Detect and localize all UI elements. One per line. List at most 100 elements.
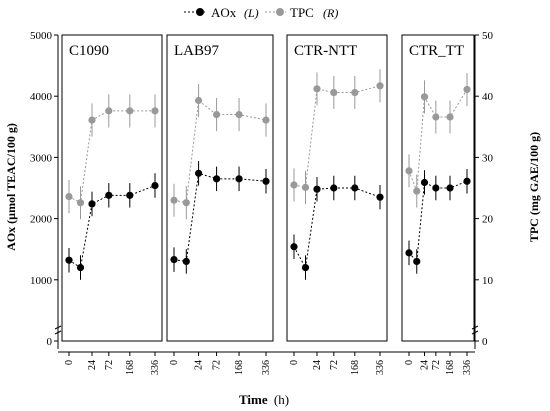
tpc-line <box>293 85 381 188</box>
aox-point <box>376 193 384 201</box>
legend-tpc-marker <box>276 8 284 16</box>
panel: CTR-NTT 0 24 72 168 336 <box>286 34 388 375</box>
x-axis-title-main: Time <box>239 392 268 407</box>
series-aox <box>65 173 159 280</box>
aox-line <box>293 187 381 270</box>
tpc-line <box>68 110 155 204</box>
aox-point <box>235 175 243 183</box>
x-axis-tick-label: 0 <box>64 360 75 365</box>
tpc-point <box>413 187 421 195</box>
aox-point <box>88 200 96 208</box>
tpc-point <box>105 107 113 115</box>
left-axis-break-mark <box>54 325 62 335</box>
x-axis-tick-label: 72 <box>329 360 340 370</box>
aox-point <box>65 256 73 264</box>
aox-point <box>351 184 359 192</box>
x-axis-tick-label: 336 <box>462 360 473 375</box>
left-axis-tick-label: 5000 <box>30 30 53 42</box>
series-tpc <box>290 69 384 204</box>
x-axis-tick-label: 336 <box>150 360 161 375</box>
panel-title: LAB97 <box>174 43 220 59</box>
legend-aox-label: AOx <box>211 5 237 20</box>
aox-line <box>68 185 156 269</box>
left-axis-title: AOx (µmol TEAC/100 g) <box>4 123 18 251</box>
panel-frame <box>401 34 475 342</box>
series-aox <box>405 169 471 274</box>
x-axis-tick-label: 24 <box>312 360 323 370</box>
legend: AOx (L) TPC (R) <box>184 5 338 20</box>
tpc-point <box>290 181 298 189</box>
legend-item-aox: AOx (L) <box>184 5 259 20</box>
series-tpc <box>170 83 270 220</box>
right-axis-tick-label: 30 <box>482 152 494 164</box>
tpc-point <box>376 82 384 90</box>
right-axis-tick-label: 0 <box>482 336 488 348</box>
x-axis-tick-label: 24 <box>194 360 205 370</box>
x-axis-title: Time (h) <box>239 392 289 407</box>
aox-point <box>301 263 310 272</box>
aox-point <box>432 184 440 192</box>
panel-frame <box>286 34 388 342</box>
x-axis-tick-label: 336 <box>261 360 272 375</box>
left-axis-tick-label: 4000 <box>30 91 53 103</box>
right-axis-tick-label: 20 <box>482 214 494 226</box>
panel-frame <box>166 34 274 342</box>
tpc-point <box>463 85 471 94</box>
tpc-point <box>262 116 270 124</box>
tpc-line <box>173 99 267 204</box>
aox-point <box>463 177 471 185</box>
legend-aox-marker <box>196 8 204 16</box>
tpc-point <box>88 116 96 124</box>
panel: LAB97 0 24 72 168 336 <box>166 34 274 375</box>
panel-title: CTR_TT <box>409 43 464 59</box>
aox-point <box>151 181 159 190</box>
aox-point <box>420 178 429 187</box>
series-tpc <box>65 94 159 220</box>
tpc-point <box>432 113 440 121</box>
tpc-line <box>408 89 468 192</box>
right-axis-tick-label: 50 <box>482 30 494 42</box>
tpc-point <box>182 199 190 207</box>
aox-point <box>405 249 413 257</box>
x-axis-tick-label: 72 <box>104 360 115 370</box>
legend-tpc-label: TPC <box>290 5 314 20</box>
x-axis-tick-label: 72 <box>431 360 442 370</box>
x-axis-title-unit: (h) <box>274 392 289 407</box>
panel-title: C1090 <box>69 43 109 59</box>
legend-item-tpc: TPC (R) <box>265 5 338 20</box>
panel-frame <box>61 34 163 342</box>
x-axis-tick-label: 24 <box>420 360 431 370</box>
aox-point <box>170 256 178 264</box>
tpc-point <box>235 110 243 119</box>
tpc-point <box>313 85 321 93</box>
tpc-point <box>330 88 338 97</box>
tpc-point <box>76 199 85 207</box>
aox-point <box>194 169 203 177</box>
aox-point <box>330 184 338 192</box>
aox-point <box>290 243 298 251</box>
aox-point <box>76 263 85 272</box>
aox-point <box>126 191 134 199</box>
tpc-point <box>151 107 159 115</box>
tpc-point <box>170 196 178 204</box>
tpc-point <box>301 183 310 191</box>
tpc-point <box>420 93 429 101</box>
x-axis-tick-label: 168 <box>350 360 361 375</box>
series-aox <box>290 175 384 280</box>
x-axis-tick-label: 168 <box>125 360 136 375</box>
aox-point <box>313 185 321 193</box>
panel-title: CTR-NTT <box>294 43 357 59</box>
aox-point <box>212 175 221 183</box>
right-axis-tick-label: 10 <box>482 275 494 287</box>
panel: C1090 0 24 72 168 336 <box>61 34 163 375</box>
legend-aox-axis-note: (L) <box>244 6 259 20</box>
x-axis-tick-label: 0 <box>404 360 415 365</box>
x-axis-tick-label: 24 <box>87 360 98 370</box>
tpc-point <box>65 192 73 201</box>
panel: CTR_TT 0 24 72 168 336 <box>401 34 475 375</box>
tpc-point <box>351 88 359 97</box>
series-tpc <box>405 72 471 208</box>
right-axis-break-mark <box>471 325 479 335</box>
